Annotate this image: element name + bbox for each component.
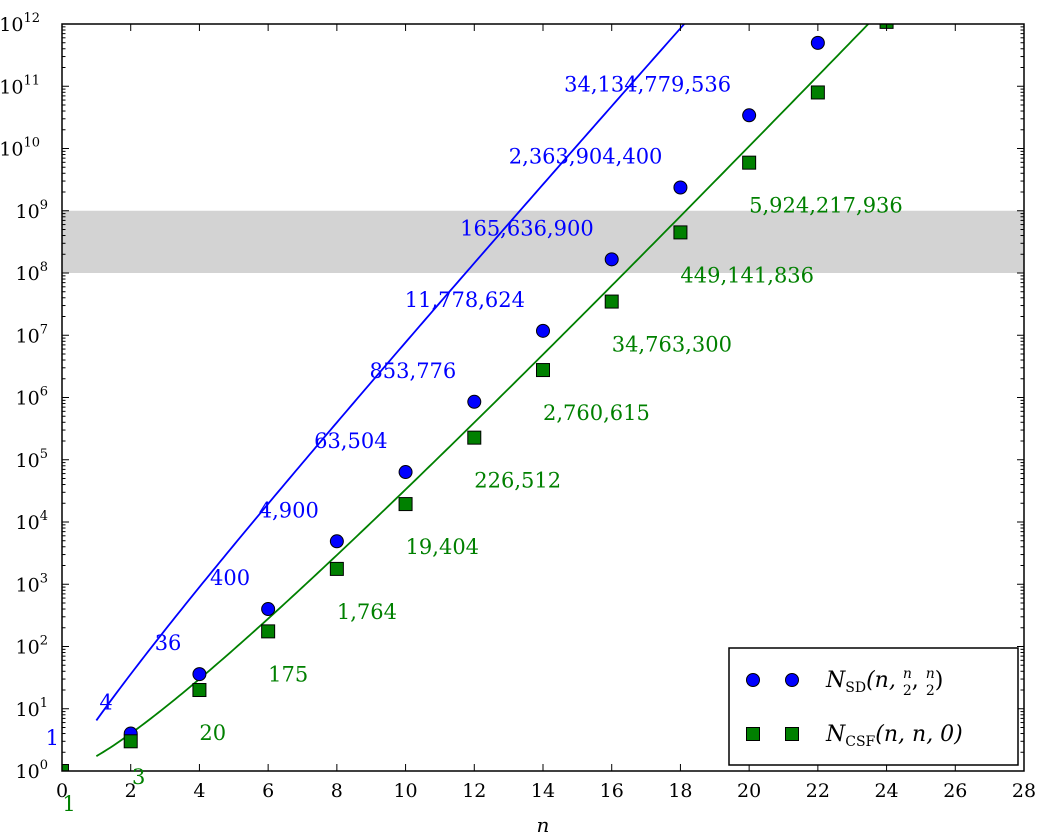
data-point-circle	[468, 395, 481, 408]
x-tick-label: 8	[331, 780, 343, 802]
data-label: 34,134,779,536	[564, 72, 731, 96]
data-label: 1	[62, 792, 75, 816]
data-point-square	[193, 684, 206, 697]
x-tick-label: 20	[737, 780, 761, 802]
x-tick-label: 12	[462, 780, 486, 802]
data-label: 4	[99, 691, 112, 715]
y-tick-label: 109	[16, 198, 48, 223]
data-label: 3	[132, 765, 145, 789]
data-label: 165,636,900	[460, 216, 594, 240]
data-label: 5,924,217,936	[749, 194, 903, 218]
legend-marker-square	[747, 728, 760, 741]
data-point-square	[399, 498, 412, 511]
x-tick-label: 6	[262, 780, 274, 802]
fit-curve-series-1	[96, 0, 986, 720]
legend-marker-circle	[747, 674, 760, 687]
data-point-square	[124, 735, 137, 748]
x-tick-label: 16	[600, 780, 624, 802]
data-point-square	[330, 562, 343, 575]
data-label: 20	[199, 721, 226, 745]
x-tick-label: 22	[806, 780, 830, 802]
data-label: 63,504	[314, 429, 387, 453]
data-label: 36	[155, 631, 182, 655]
data-point-circle	[674, 181, 687, 194]
data-point-circle	[330, 535, 343, 548]
data-point-circle	[605, 253, 618, 266]
y-tick-label: 100	[16, 758, 48, 783]
data-label: 449,141,836	[680, 263, 814, 287]
x-tick-label: 14	[531, 780, 555, 802]
data-point-square	[537, 364, 550, 377]
y-tick-label: 101	[16, 696, 48, 721]
y-tick-label: 108	[16, 260, 48, 285]
fit-curve-series-2	[96, 0, 986, 756]
legend-marker-square	[786, 728, 799, 741]
data-point-square	[743, 156, 756, 169]
y-tick-label: 107	[16, 322, 48, 347]
x-tick-label: 4	[193, 780, 205, 802]
data-label: 175	[268, 662, 308, 686]
data-point-square	[262, 625, 275, 638]
x-axis-title: n	[537, 813, 550, 836]
data-label: 4,900	[259, 498, 319, 522]
x-tick-label: 10	[393, 780, 417, 802]
legend-marker-circle	[786, 674, 799, 687]
data-point-circle	[193, 668, 206, 681]
y-tick-label: 106	[16, 385, 48, 410]
data-point-square	[468, 431, 481, 444]
data-point-circle	[537, 324, 550, 337]
x-tick-label: 18	[668, 780, 692, 802]
y-tick-label: 105	[16, 447, 48, 472]
data-point-circle	[399, 466, 412, 479]
data-point-circle	[811, 36, 824, 49]
data-label: 2,760,615	[543, 401, 650, 425]
y-tick-label: 1011	[0, 73, 40, 98]
y-tick-label: 104	[16, 509, 48, 534]
y-tick-label: 103	[16, 571, 48, 596]
data-label: 34,763,300	[612, 333, 732, 357]
y-tick-label: 1012	[0, 11, 40, 36]
fit-curves	[96, 0, 986, 756]
y-tick-label: 1010	[0, 136, 40, 161]
data-point-circle	[743, 109, 756, 122]
data-label: 19,404	[406, 535, 479, 559]
data-point-square	[674, 226, 687, 239]
data-label: 1	[46, 726, 59, 750]
data-point-square	[605, 295, 618, 308]
x-tick-label: 28	[1012, 780, 1036, 802]
y-tick-label: 102	[16, 634, 48, 659]
data-label: 226,512	[474, 469, 561, 493]
data-label: 1,764	[337, 600, 397, 624]
data-point-circle	[262, 603, 275, 616]
legend: NSD(n, n 2, n 2)NCSF(n, n, 0)	[729, 648, 1018, 765]
x-tick-label: 26	[943, 780, 967, 802]
data-label: 400	[210, 566, 250, 590]
data-label: 2,363,904,400	[509, 144, 663, 168]
data-point-square	[811, 86, 824, 99]
data-label: 11,778,624	[405, 288, 525, 312]
data-label: 853,776	[369, 359, 456, 383]
x-tick-label: 24	[874, 780, 898, 802]
